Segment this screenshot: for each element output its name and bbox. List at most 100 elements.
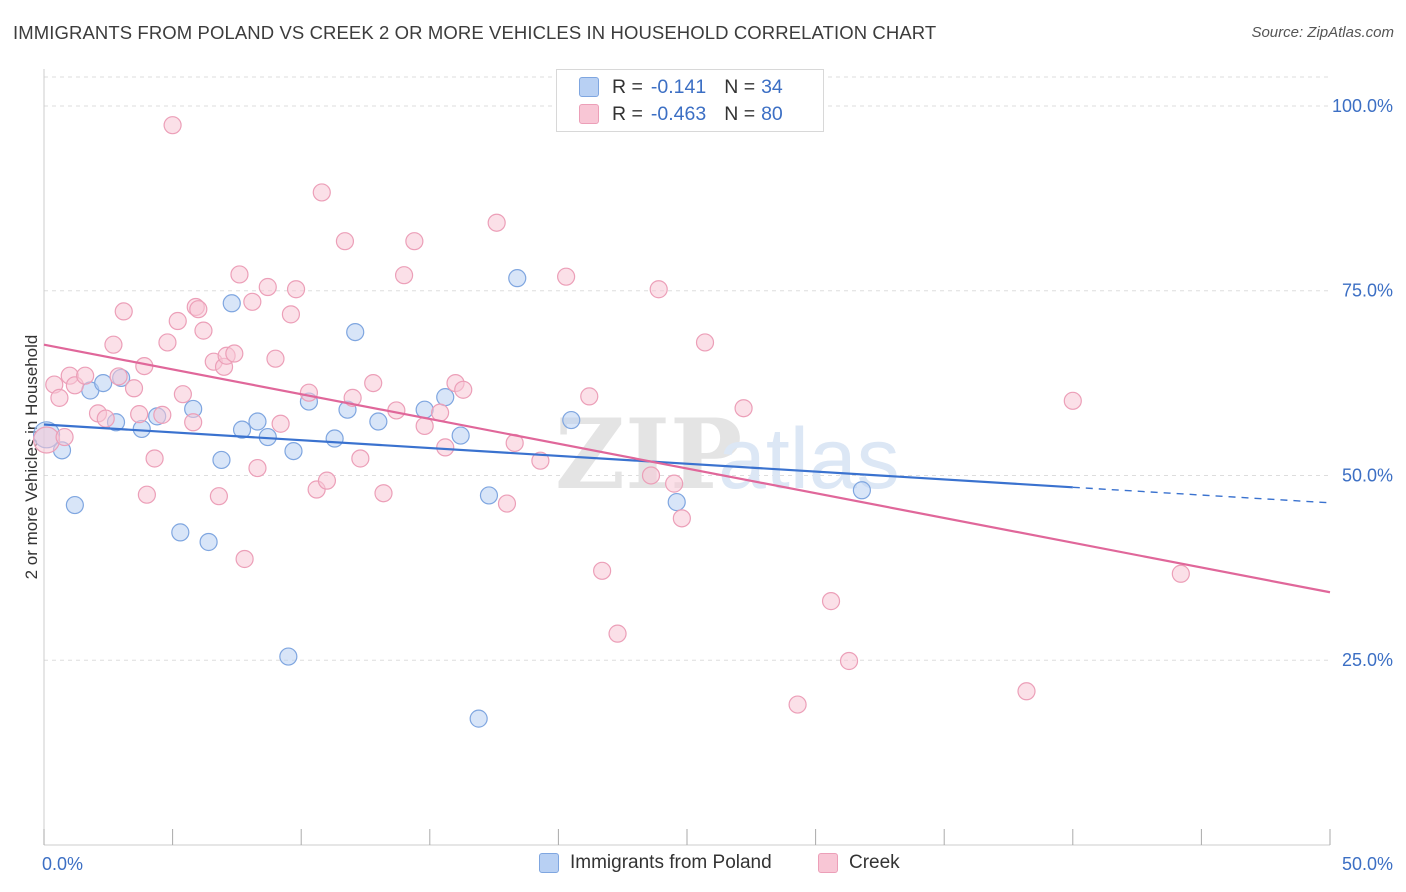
- poland-point: [479, 486, 499, 505]
- poland-point: [171, 523, 190, 542]
- creek-point: [248, 458, 267, 478]
- r-label: R =: [612, 75, 643, 98]
- creek-point: [436, 438, 455, 457]
- creek-point: [114, 302, 133, 321]
- legend-label-poland: Immigrants from Poland: [570, 852, 772, 873]
- creek-point: [497, 494, 517, 513]
- x-tick-label: 0.0%: [42, 854, 83, 874]
- creek-point: [137, 485, 156, 504]
- creek-point: [430, 403, 450, 422]
- poland-point: [132, 419, 151, 439]
- chart-title: IMMIGRANTS FROM POLAND VS CREEK 2 OR MOR…: [13, 22, 937, 43]
- n-label: N =: [724, 102, 756, 125]
- creek-point: [821, 592, 841, 611]
- creek-point: [454, 380, 473, 399]
- creek-point: [145, 449, 164, 468]
- gridlines: [44, 76, 1330, 661]
- creek-point: [235, 549, 254, 569]
- n-label: N =: [724, 75, 756, 98]
- poland-point: [94, 373, 113, 393]
- poland-point: [852, 481, 871, 500]
- r-label: R =: [612, 102, 643, 125]
- creek-trend-line: [43, 343, 1331, 594]
- poland-point: [248, 412, 267, 431]
- creek-point: [194, 321, 213, 340]
- creek-point: [209, 487, 228, 506]
- creek-point: [50, 388, 69, 407]
- y-tick-label: 75.0%: [1342, 281, 1393, 301]
- y-tick-label: 25.0%: [1342, 650, 1393, 670]
- creek-legend-swatch: [818, 853, 838, 873]
- creek-point: [343, 388, 362, 407]
- creek-point: [299, 383, 319, 402]
- poland-point: [65, 495, 84, 515]
- creek-point: [364, 373, 383, 393]
- creek-point: [394, 266, 414, 285]
- legend-item-creek[interactable]: Creek: [818, 852, 900, 874]
- poland-point: [436, 388, 455, 407]
- creek-point: [317, 471, 337, 490]
- poland-point: [415, 400, 434, 419]
- creek-point: [124, 379, 144, 398]
- poland-trend-extension: [1072, 486, 1331, 504]
- legend-row-creek: R = -0.463 N = 80: [579, 101, 783, 127]
- legend-item-poland[interactable]: Immigrants from Poland: [539, 852, 772, 874]
- y-tick-label: 100.0%: [1332, 96, 1393, 116]
- creek-point: [271, 414, 290, 433]
- axes: [43, 69, 1331, 846]
- poland-trend-line: [43, 423, 1073, 489]
- creek-point: [734, 399, 753, 418]
- series-legend: Immigrants from Poland Creek: [0, 852, 1406, 878]
- watermark: ZIP atlas: [555, 398, 900, 511]
- creek-point: [580, 387, 599, 406]
- r-value: -0.463: [650, 102, 707, 125]
- n-value: 34: [761, 75, 783, 98]
- creek-point: [1017, 682, 1036, 701]
- creek-point: [158, 333, 177, 352]
- creek-point: [168, 311, 187, 331]
- creek-point: [258, 277, 277, 297]
- creek-point: [405, 232, 424, 251]
- creek-point: [281, 305, 301, 324]
- r-value: -0.141: [650, 75, 707, 98]
- poland-point: [369, 412, 388, 431]
- creek-swatch: [579, 104, 599, 124]
- data-points: [32, 116, 1190, 728]
- creek-point: [839, 651, 859, 671]
- watermark-zip: ZIP: [555, 398, 742, 511]
- creek-point: [266, 349, 285, 368]
- creek-point: [104, 335, 123, 354]
- poland-point: [325, 429, 344, 448]
- source-label: Source: ZipAtlas.com: [1251, 24, 1394, 41]
- poland-swatch: [579, 77, 599, 97]
- creek-point: [230, 265, 249, 284]
- creek-point: [184, 413, 203, 432]
- poland-point: [469, 709, 488, 728]
- creek-point: [243, 292, 262, 311]
- trend-lines: [43, 343, 1331, 594]
- creek-point: [374, 484, 393, 503]
- creek-point: [335, 232, 355, 251]
- creek-point: [557, 267, 576, 286]
- creek-point: [487, 213, 506, 232]
- legend-row-poland: R = -0.141 N = 34: [579, 74, 783, 100]
- poland-point: [346, 323, 365, 342]
- poland-point: [508, 269, 527, 288]
- creek-point: [695, 333, 715, 352]
- creek-point: [32, 426, 61, 454]
- y-tick-label: 50.0%: [1342, 465, 1393, 485]
- creek-point: [153, 405, 172, 424]
- stats-legend: R = -0.141 N = 34 R = -0.463 N = 80: [556, 69, 824, 132]
- poland-point: [451, 426, 470, 445]
- poland-point: [199, 532, 218, 552]
- creek-point: [55, 427, 74, 447]
- creek-point: [173, 385, 192, 404]
- creek-point: [189, 300, 208, 319]
- creek-point: [665, 474, 684, 493]
- creek-point: [109, 367, 128, 386]
- creek-point: [286, 280, 306, 299]
- creek-point: [1171, 564, 1190, 583]
- poland-point: [212, 450, 231, 470]
- creek-point: [1063, 391, 1082, 410]
